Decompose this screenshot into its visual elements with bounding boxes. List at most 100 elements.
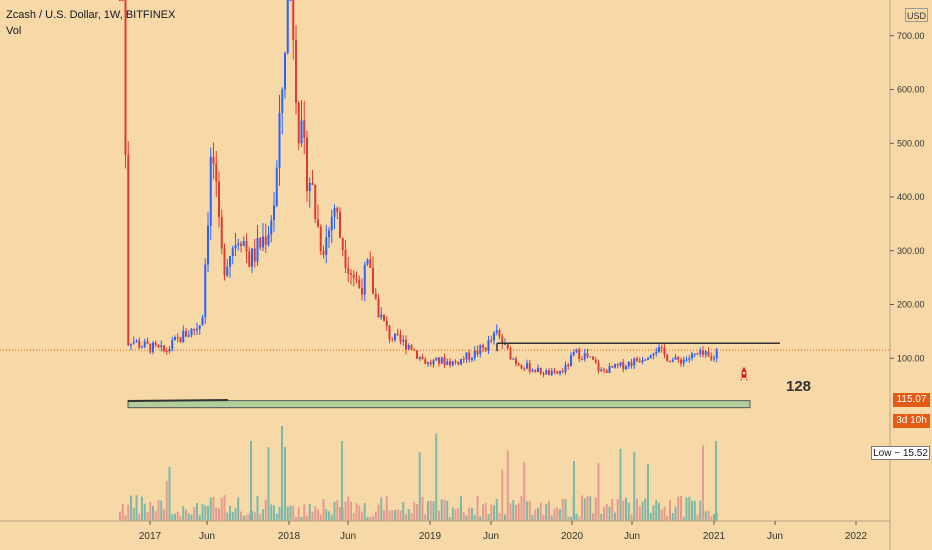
- volume-bar: [506, 450, 509, 521]
- candle: [267, 234, 270, 245]
- volume-bar: [655, 500, 658, 521]
- candle: [435, 357, 438, 361]
- volume-bar: [259, 514, 262, 521]
- candle: [185, 330, 187, 337]
- volume-bar: [124, 515, 127, 521]
- volume-bar: [515, 505, 517, 521]
- candle: [693, 353, 696, 355]
- volume-bar: [234, 508, 237, 521]
- candle: [671, 359, 674, 362]
- volume-bar: [165, 480, 168, 521]
- volume-bar: [391, 510, 394, 521]
- volume-bar: [435, 433, 438, 521]
- candle: [652, 353, 655, 356]
- volume-bar: [487, 514, 490, 521]
- candle: [468, 352, 471, 360]
- volume-bar: [449, 516, 451, 521]
- candle: [154, 342, 157, 345]
- volume-bar: [512, 500, 515, 521]
- volume-bar: [567, 516, 570, 521]
- candle: [504, 343, 506, 345]
- volume-bar: [297, 507, 300, 521]
- volume-bar: [383, 509, 385, 521]
- volume-bar: [715, 441, 717, 521]
- candle: [603, 369, 605, 371]
- volume-bar: [132, 507, 135, 521]
- candle: [176, 337, 179, 339]
- candle: [597, 362, 600, 372]
- volume-bar: [517, 503, 520, 521]
- volume-bar: [688, 496, 691, 521]
- volume-bar: [570, 516, 572, 521]
- candle: [141, 347, 143, 349]
- volume-bar: [418, 452, 421, 521]
- y-tick-label: 700.00: [897, 31, 925, 41]
- volume-bar: [545, 503, 548, 521]
- volume-bar: [454, 509, 457, 521]
- volume-bar: [204, 505, 207, 521]
- volume-bar: [479, 516, 482, 521]
- volume-bar: [127, 504, 130, 521]
- volume-bar: [121, 504, 124, 521]
- volume-bar: [242, 515, 245, 521]
- volume-bar: [352, 513, 355, 521]
- volume-bar: [630, 514, 633, 521]
- currency-button[interactable]: USD: [905, 8, 928, 22]
- candle: [669, 360, 671, 362]
- volume-bar: [482, 504, 484, 521]
- candle: [138, 340, 141, 348]
- volume-bar: [264, 499, 267, 521]
- candle: [479, 345, 482, 354]
- neckline: [127, 399, 229, 402]
- candle: [132, 341, 135, 344]
- volume-bar: [658, 502, 660, 521]
- volume-bar: [284, 446, 286, 521]
- volume-bar: [394, 510, 396, 521]
- volume-bar: [537, 507, 539, 521]
- candle: [218, 181, 220, 218]
- candle: [630, 362, 633, 366]
- candle: [685, 359, 688, 361]
- volume-bar: [691, 500, 693, 521]
- candle: [438, 357, 440, 364]
- volume-bar: [402, 501, 405, 521]
- volume-bar: [157, 500, 160, 521]
- last-price-label: 115.07: [893, 393, 930, 407]
- volume-bar: [182, 506, 185, 521]
- volume-bar: [231, 511, 234, 521]
- candle: [187, 334, 190, 337]
- candle: [237, 243, 240, 245]
- volume-bar: [229, 505, 231, 521]
- candle: [171, 340, 174, 350]
- volume-bar: [627, 502, 630, 521]
- candle: [449, 361, 451, 366]
- volume-bar: [548, 500, 550, 521]
- candle: [531, 370, 534, 372]
- candle: [490, 340, 493, 342]
- volume-bar: [603, 506, 605, 521]
- volume-bar: [341, 441, 343, 521]
- candle: [427, 362, 429, 364]
- candle: [647, 358, 649, 360]
- candle: [355, 277, 358, 280]
- volume-bar: [308, 503, 311, 521]
- volume-bar: [685, 497, 688, 521]
- volume-bar: [600, 513, 603, 521]
- candle: [223, 248, 226, 276]
- candle: [548, 370, 550, 375]
- volume-bar: [498, 513, 501, 521]
- volume-bar: [303, 504, 306, 521]
- volume-bar: [710, 516, 713, 521]
- candle: [270, 220, 273, 235]
- volume-bar: [416, 504, 418, 521]
- candle: [407, 345, 410, 350]
- candle: [352, 274, 355, 278]
- volume-bar: [707, 510, 710, 521]
- volume-bar: [325, 509, 328, 521]
- volume-bar: [608, 506, 611, 521]
- volume-bar: [413, 501, 416, 521]
- y-tick-label: 400.00: [897, 192, 925, 202]
- candle: [586, 353, 589, 357]
